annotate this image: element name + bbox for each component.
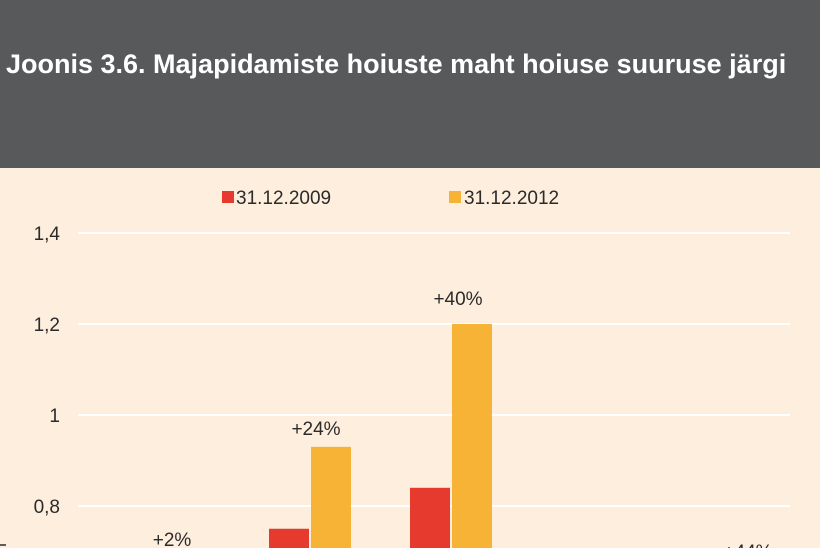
data-label: +2% [153,530,192,548]
data-label: +44% [723,542,772,548]
chart-area: 0,8 1 1,2 1,4 31.12.2009 31.12.2012 +2% +24% +40… [0,188,790,548]
bar [269,528,309,548]
chart-header: Joonis 3.6. Majapidamiste hoiuste maht h… [0,0,820,168]
chart-title: Joonis 3.6. Majapidamiste hoiuste maht h… [6,49,787,79]
bar [410,487,450,548]
bar [311,446,351,548]
legend-label: 31.12.2009 [236,188,331,209]
y-tick-label: 0,8 [34,497,60,518]
y-tick-label: 1 [49,406,60,427]
legend-swatch [449,191,461,203]
legend-swatch [222,191,234,203]
y-tick-label: 1,2 [34,315,60,336]
bar [452,324,492,548]
y-tick-label: 1,4 [34,224,61,245]
data-label: +24% [291,419,340,440]
data-label: +40% [433,289,482,310]
legend-label: 31.12.2012 [464,188,559,209]
